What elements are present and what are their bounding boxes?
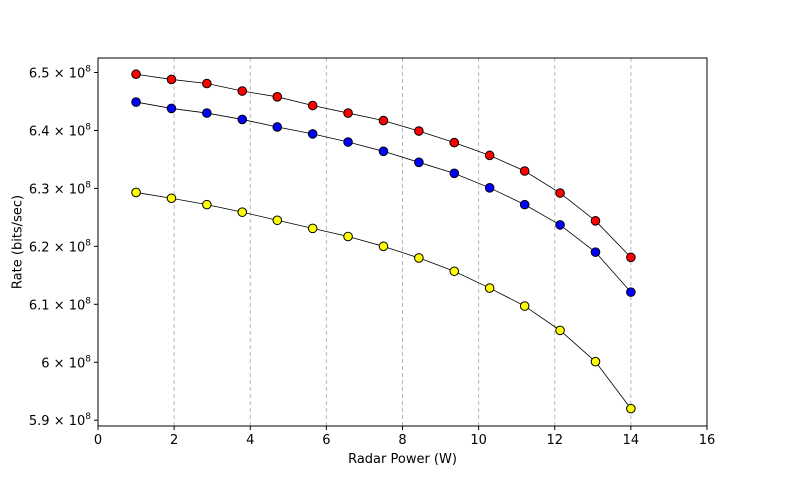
data-point [449,168,460,179]
data-point [202,108,212,118]
x-tick-label: 8 [398,433,406,448]
x-tick-label: 2 [170,433,178,448]
series-2 [131,97,636,297]
data-point [166,74,177,85]
series-line [136,73,632,258]
x-tick-label: 14 [623,433,640,448]
data-point [307,129,318,139]
data-point [378,146,389,157]
data-point [449,137,460,148]
x-tick-label: 12 [546,433,563,448]
x-axis-label: Radar Power (W) [348,452,457,467]
data-point [414,157,424,168]
data-point [378,241,389,252]
data-point [555,220,565,230]
data-point [166,193,177,204]
data-point [414,253,424,263]
data-point [131,187,141,198]
y-tick-label: 6.2 × 108 [29,238,91,255]
data-point [519,166,530,176]
data-point [343,108,353,118]
x-tick-label: 0 [94,433,102,448]
data-point [555,325,565,336]
data-point [590,216,601,226]
y-tick-label: 6.3 × 108 [29,180,91,197]
data-point [131,97,141,107]
x-axis-ticks: 0 2 4 6 8 10 12 14 16 [94,426,715,448]
y-axis-ticks: 5.9 × 108 6 × 108 6.1 × 108 6.2 × 108 6.3 × … [29,64,98,429]
grid-lines [173,58,632,426]
data-point [519,301,530,311]
y-tick-label: 6.5 × 108 [29,64,91,81]
y-axis-label: Rate (bits/sec) [11,195,26,289]
data-point [307,223,318,234]
data-point [590,356,601,367]
x-tick-label: 6 [322,433,330,448]
data-point [272,122,283,132]
series-1 [131,69,636,263]
data-point [449,266,460,277]
data-point [484,283,495,293]
y-tick-label: 6.4 × 108 [29,122,91,139]
x-tick-label: 16 [699,433,716,448]
data-point [343,137,353,147]
data-point [555,188,565,198]
data-point [202,199,212,210]
data-point [307,100,318,111]
x-tick-label: 4 [246,433,254,448]
data-point [131,69,141,80]
y-tick-label: 5.9 × 108 [29,412,91,429]
data-point [237,114,248,125]
data-point [343,231,353,242]
x-tick-label: 10 [470,433,487,448]
data-point [272,92,283,102]
data-point [166,103,177,114]
data-point [519,199,530,210]
data-point [590,247,601,257]
data-point [414,126,424,136]
data-point [626,403,636,414]
data-point [237,86,248,96]
series-line [135,101,632,293]
data-point [272,215,283,226]
data-point [237,207,248,217]
y-tick-label: 6.1 × 108 [29,296,91,313]
data-point [202,78,212,89]
data-point [626,252,636,263]
series-3 [131,187,636,414]
data-point [484,150,495,161]
data-point [484,183,495,193]
data-point [378,115,389,126]
series-layer [131,69,636,414]
data-point [626,287,636,297]
y-tick-label: 6 × 108 [41,354,91,371]
